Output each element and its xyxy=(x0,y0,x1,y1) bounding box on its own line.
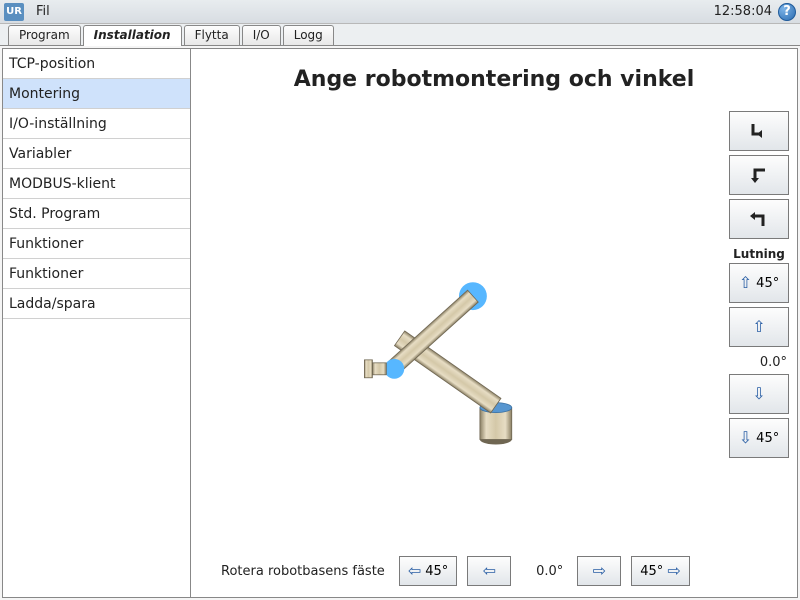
orient-button-3[interactable] xyxy=(729,199,789,239)
rotate-left-45-button[interactable]: ⇦ 45° xyxy=(399,556,457,586)
arrow-left-icon: ⇦ xyxy=(483,563,496,579)
tab-move[interactable]: Flytta xyxy=(184,25,240,45)
arrow-left-icon: ⇦ xyxy=(408,563,421,579)
tab-installation[interactable]: Installation xyxy=(83,25,182,46)
rotate-left-button[interactable]: ⇦ xyxy=(467,556,511,586)
sidebar-item-std-program[interactable]: Std. Program xyxy=(3,199,190,229)
tilt-label: Lutning xyxy=(729,247,789,261)
arrow-right-icon: ⇨ xyxy=(667,563,680,579)
arrow-up-icon: ⇧ xyxy=(739,275,752,291)
tilt-down-45-button[interactable]: ⇩ 45° xyxy=(729,418,789,458)
sidebar-item-io-setup[interactable]: I/O-inställning xyxy=(3,109,190,139)
page-title: Ange robotmontering och vinkel xyxy=(191,49,797,92)
brand-logo: UR xyxy=(4,3,24,21)
menu-file[interactable]: Fil xyxy=(30,4,56,19)
arrow-down-icon: ⇩ xyxy=(739,430,752,446)
help-icon[interactable]: ? xyxy=(778,3,796,21)
rotate-label: Rotera robotbasens fäste xyxy=(221,564,385,579)
sidebar-item-features-2[interactable]: Funktioner xyxy=(3,259,190,289)
sidebar-item-modbus[interactable]: MODBUS-klient xyxy=(3,169,190,199)
orient-button-2[interactable] xyxy=(729,155,789,195)
arrow-right-icon: ⇨ xyxy=(593,563,606,579)
rotate-right-45-text: 45° xyxy=(640,564,663,579)
orient-icon-1 xyxy=(748,120,770,142)
rotate-controls: Rotera robotbasens fäste ⇦ 45° ⇦ 0.0° ⇨ … xyxy=(201,553,789,589)
top-bar: UR Fil 12:58:04 ? xyxy=(0,0,800,24)
rotate-right-45-button[interactable]: 45° ⇨ xyxy=(631,556,689,586)
robot-canvas xyxy=(191,109,721,547)
orient-icon-3 xyxy=(748,208,770,230)
tab-io[interactable]: I/O xyxy=(242,25,281,45)
body: TCP-position Montering I/O-inställning V… xyxy=(2,48,798,598)
sidebar: TCP-position Montering I/O-inställning V… xyxy=(3,49,191,597)
sidebar-item-mounting[interactable]: Montering xyxy=(3,79,190,109)
sidebar-item-features-1[interactable]: Funktioner xyxy=(3,229,190,259)
tilt-up-45-button[interactable]: ⇧ 45° xyxy=(729,263,789,303)
arrow-down-icon: ⇩ xyxy=(752,386,765,402)
clock: 12:58:04 xyxy=(714,4,778,19)
tilt-value: 0.0° xyxy=(729,351,789,374)
rotate-right-button[interactable]: ⇨ xyxy=(577,556,621,586)
sidebar-item-load-save[interactable]: Ladda/spara xyxy=(3,289,190,319)
tilt-down-button[interactable]: ⇩ xyxy=(729,374,789,414)
tab-log[interactable]: Logg xyxy=(283,25,334,45)
orient-icon-2 xyxy=(748,164,770,186)
sidebar-item-tcp-position[interactable]: TCP-position xyxy=(3,49,190,79)
tilt-up-45-text: 45° xyxy=(756,276,779,291)
tab-program[interactable]: Program xyxy=(8,25,81,45)
sidebar-item-variables[interactable]: Variabler xyxy=(3,139,190,169)
tilt-controls: Lutning ⇧ 45° ⇧ 0.0° ⇩ ⇩ 45° xyxy=(729,111,789,462)
tilt-down-45-text: 45° xyxy=(756,431,779,446)
rotate-left-45-text: 45° xyxy=(425,564,448,579)
orient-button-1[interactable] xyxy=(729,111,789,151)
tilt-up-button[interactable]: ⇧ xyxy=(729,307,789,347)
tab-strip: Program Installation Flytta I/O Logg xyxy=(0,24,800,46)
arrow-up-icon: ⇧ xyxy=(752,319,765,335)
rotate-value: 0.0° xyxy=(521,564,567,579)
main-panel: Ange robotmontering och vinkel xyxy=(191,49,797,597)
